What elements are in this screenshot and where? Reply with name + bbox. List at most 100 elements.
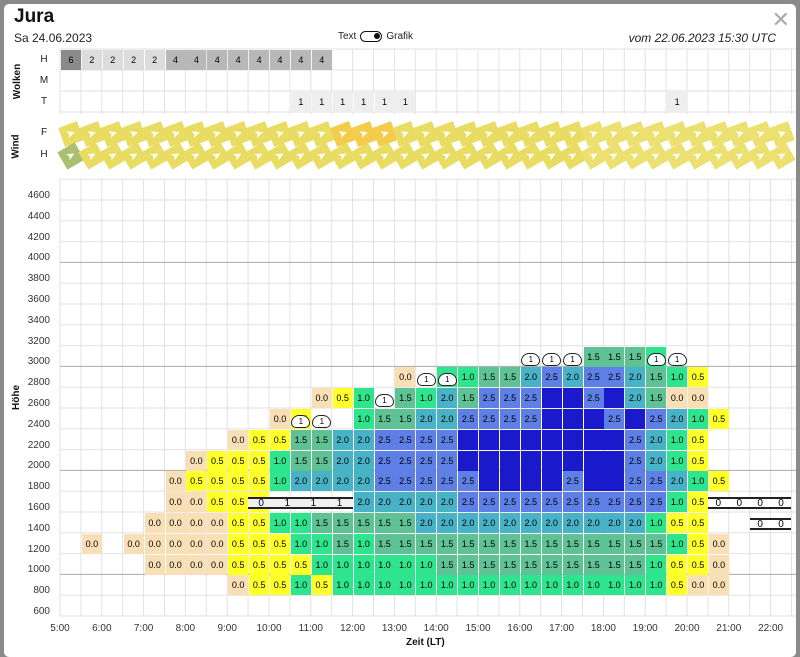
late-cloud-bar: 0 0 0 0 xyxy=(707,497,792,510)
thermal-cell: 0.5 xyxy=(311,575,332,596)
thermal-cell: 0.0 xyxy=(165,554,186,575)
thermal-cell: 1.0 xyxy=(667,492,688,513)
thermal-cell: 3.0 xyxy=(583,471,604,492)
thermal-cell: 3.0 xyxy=(458,450,479,471)
thermal-cell: 1.0 xyxy=(625,575,646,596)
wind-row-label: F xyxy=(40,127,48,138)
cloud-high-cell: 4 xyxy=(228,50,249,70)
thermal-cell: 0.0 xyxy=(165,533,186,554)
thermal-cell: 1.5 xyxy=(311,513,332,533)
thermal-cell: 2.0 xyxy=(416,513,437,533)
cloud-icon: 1 xyxy=(375,394,394,408)
thermal-cell: 1.5 xyxy=(604,346,625,367)
thermal-cell: 1.0 xyxy=(416,554,437,575)
y-tick-label: 2200 xyxy=(27,439,50,451)
thermal-cell: 2.0 xyxy=(437,409,458,429)
thermal-cell: 1.0 xyxy=(479,575,499,596)
thermal-cell: 1.0 xyxy=(520,575,541,596)
cloud-base-value: 1 xyxy=(336,497,343,509)
thermal-cell: 2.5 xyxy=(437,471,458,492)
cloud-icon: 1 xyxy=(312,415,332,428)
thermal-cell: 2.0 xyxy=(332,471,353,492)
y-tick-label: 2800 xyxy=(27,377,50,389)
thermal-cell: 3.0 xyxy=(604,471,625,492)
thermal-cell: 1.0 xyxy=(270,471,290,492)
thermal-cell: 2.0 xyxy=(332,450,353,471)
thermal-cell: 2.5 xyxy=(458,471,479,492)
thermal-cell: 0.5 xyxy=(249,533,270,554)
thermal-cell: 0.5 xyxy=(228,533,249,554)
cloud-low-cell: 1 xyxy=(311,92,332,112)
thermal-cell: 0.5 xyxy=(228,554,249,575)
thermal-cell: 1.0 xyxy=(667,450,688,471)
y-tick-label: 3400 xyxy=(27,314,50,326)
cloud-base-icon: 1 xyxy=(542,349,562,367)
close-icon[interactable]: ✕ xyxy=(771,7,790,32)
thermal-cell: 0.5 xyxy=(228,513,249,533)
thermal-cell: 1.5 xyxy=(562,533,583,554)
thermal-cell: 1.5 xyxy=(562,554,583,575)
clouds-group-label: Wolken xyxy=(12,63,24,100)
thermal-cell: 2.0 xyxy=(290,471,311,492)
thermal-cell: 2.5 xyxy=(604,367,625,388)
y-tick-label: 2000 xyxy=(27,460,50,472)
thermal-cell: 0.5 xyxy=(249,575,270,596)
thermal-cell: 2.5 xyxy=(416,429,437,450)
thermal-cell: 2.0 xyxy=(562,513,583,533)
y-tick-label: 1800 xyxy=(27,481,50,493)
thermal-cell: 1.0 xyxy=(290,533,311,554)
cloud-row-label: T xyxy=(40,96,48,107)
thermal-cell: 2.0 xyxy=(353,429,374,450)
thermal-cell: 1.5 xyxy=(625,554,646,575)
cloud-base-value: 0 xyxy=(258,497,264,509)
thermal-cell: 2.5 xyxy=(479,409,499,429)
thermal-cell: 0.0 xyxy=(207,554,228,575)
thermal-cell: 0.0 xyxy=(144,554,165,575)
thermal-cell: 2.0 xyxy=(437,388,458,409)
thermal-cell: 1.0 xyxy=(458,575,479,596)
cloud-high-cell: 4 xyxy=(249,50,270,70)
thermal-cell: 3.0 xyxy=(604,429,625,450)
x-tick-label: 20:00 xyxy=(674,623,700,634)
thermal-cell: 3.0 xyxy=(604,450,625,471)
thermal-cell: 3.0 xyxy=(562,409,583,429)
thermal-cell: 1.5 xyxy=(374,533,395,554)
cloud-low-cell: 1 xyxy=(395,92,416,112)
x-tick-label: 7:00 xyxy=(133,623,154,634)
cloud-base-value: 1 xyxy=(310,497,317,509)
thermal-cell: 0.0 xyxy=(165,471,186,492)
thermal-cell: 1.5 xyxy=(520,554,541,575)
thermal-cell: 3.0 xyxy=(604,388,625,409)
forecast-panel: Jura Sa 24.06.2023 Text Grafik vom 22.06… xyxy=(4,4,796,657)
x-tick-label: 12:00 xyxy=(340,623,366,634)
thermal-cell: 1.0 xyxy=(458,367,479,388)
cloud-high-cell: 6 xyxy=(61,50,81,70)
thermal-cell: 1.5 xyxy=(499,367,520,388)
cloud-high-cell: 4 xyxy=(186,50,207,70)
thermal-cell: 1.5 xyxy=(499,533,520,554)
thermal-cell: 1.5 xyxy=(437,533,458,554)
thermal-cell: 1.5 xyxy=(541,533,562,554)
thermal-cell: 3.0 xyxy=(520,471,541,492)
thermal-cell: 1.5 xyxy=(458,554,479,575)
thermal-cell: 0.5 xyxy=(290,554,311,575)
thermal-cell: 0.0 xyxy=(395,367,416,388)
thermal-cell: 2.0 xyxy=(437,492,458,513)
thermal-cell: 1.5 xyxy=(583,554,604,575)
thermal-cell: 2.0 xyxy=(520,367,541,388)
y-tick-label: 3000 xyxy=(27,356,50,368)
thermal-cell: 0.5 xyxy=(207,471,228,492)
cloud-icon: 1 xyxy=(563,352,583,366)
y-tick-label: 1000 xyxy=(27,564,50,576)
thermal-cell: 2.0 xyxy=(353,471,374,492)
thermal-cell: 0.0 xyxy=(708,575,729,596)
cloud-high-cell: 4 xyxy=(311,50,332,70)
view-toggle[interactable]: Text Grafik xyxy=(338,31,413,42)
cloud-high-cell: 4 xyxy=(290,50,311,70)
thermal-cell: 1.5 xyxy=(646,533,667,554)
y-tick-label: 2600 xyxy=(27,398,50,409)
thermal-cell: 1.0 xyxy=(311,554,332,575)
thermal-cell: 3.0 xyxy=(458,429,479,450)
toggle-switch[interactable] xyxy=(360,31,383,42)
thermal-cell: 0.0 xyxy=(186,450,207,471)
